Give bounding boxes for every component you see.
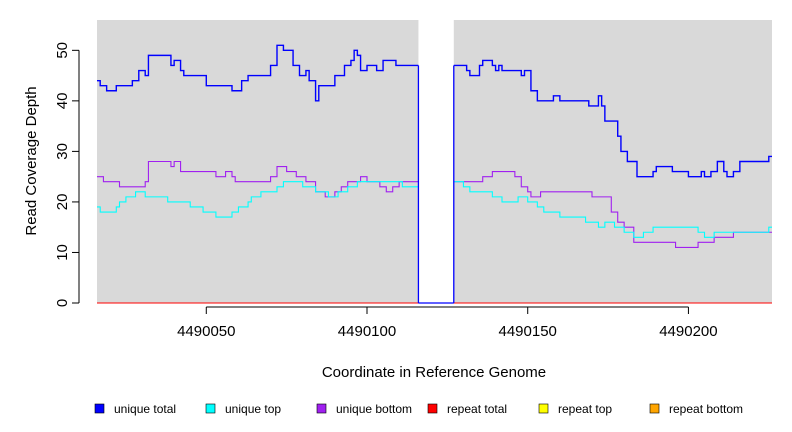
series-unique-top-line-2 (453, 181, 772, 238)
x-tick-label-4490150: 4490150 (499, 323, 557, 340)
legend-label-unique-top: unique top (225, 402, 281, 416)
series-unique-bottom-line-2 (453, 171, 772, 248)
legend-item-repeat-bottom: repeat bottom (649, 402, 743, 416)
series-unique-total-line-2 (453, 59, 772, 178)
legend-swatch-repeat-total (427, 403, 438, 414)
y-tick-label-10: 10 (54, 244, 71, 261)
x-axis-title: Coordinate in Reference Genome (322, 364, 546, 381)
legend-item-unique-bottom: unique bottom (316, 402, 412, 416)
y-tick-label-50: 50 (54, 42, 71, 59)
legend-swatch-unique-top (205, 403, 216, 414)
y-axis-title: Read Coverage Depth (23, 86, 40, 235)
legend-swatch-unique-total (94, 403, 105, 414)
legend-swatch-repeat-bottom (649, 403, 660, 414)
gap-edges (417, 65, 455, 304)
x-tick-label-4490050: 4490050 (177, 323, 235, 340)
x-tick-label-4490100: 4490100 (338, 323, 396, 340)
y-tick-label-40: 40 (54, 93, 71, 110)
legend-item-repeat-top: repeat top (538, 402, 612, 416)
y-tick-label-20: 20 (54, 194, 71, 211)
legend-label-repeat-total: repeat total (447, 402, 507, 416)
legend-item-repeat-total: repeat total (427, 402, 507, 416)
legend-label-unique-bottom: unique bottom (336, 402, 412, 416)
legend-label-repeat-bottom: repeat bottom (669, 402, 743, 416)
x-axis: 4490050 4490100 4490150 4490200 (177, 306, 718, 340)
coverage-gap (418, 20, 454, 303)
legend-label-unique-total: unique total (114, 402, 176, 416)
legend-swatch-unique-bottom (316, 403, 327, 414)
legend-item-unique-top: unique top (205, 402, 281, 416)
y-axis: 0 10 20 30 40 50 (54, 42, 80, 307)
y-tick-label-30: 30 (54, 143, 71, 160)
legend-swatch-repeat-top (538, 403, 549, 414)
y-tick-label-0: 0 (54, 299, 71, 307)
legend: unique total unique top unique bottom repea… (94, 402, 743, 416)
legend-label-repeat-top: repeat top (558, 402, 612, 416)
legend-item-unique-total: unique total (94, 402, 176, 416)
series-unique-total-line-1 (97, 44, 419, 102)
series-unique-top-line-1 (97, 181, 419, 218)
x-tick-label-4490200: 4490200 (659, 323, 717, 340)
